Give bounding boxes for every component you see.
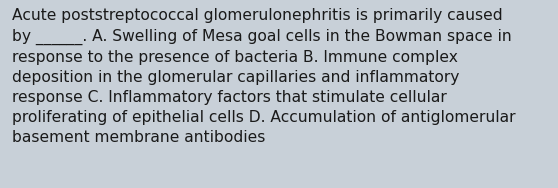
Text: Acute poststreptococcal glomerulonephritis is primarily caused
by ______. A. Swe: Acute poststreptococcal glomerulonephrit… xyxy=(12,8,516,145)
